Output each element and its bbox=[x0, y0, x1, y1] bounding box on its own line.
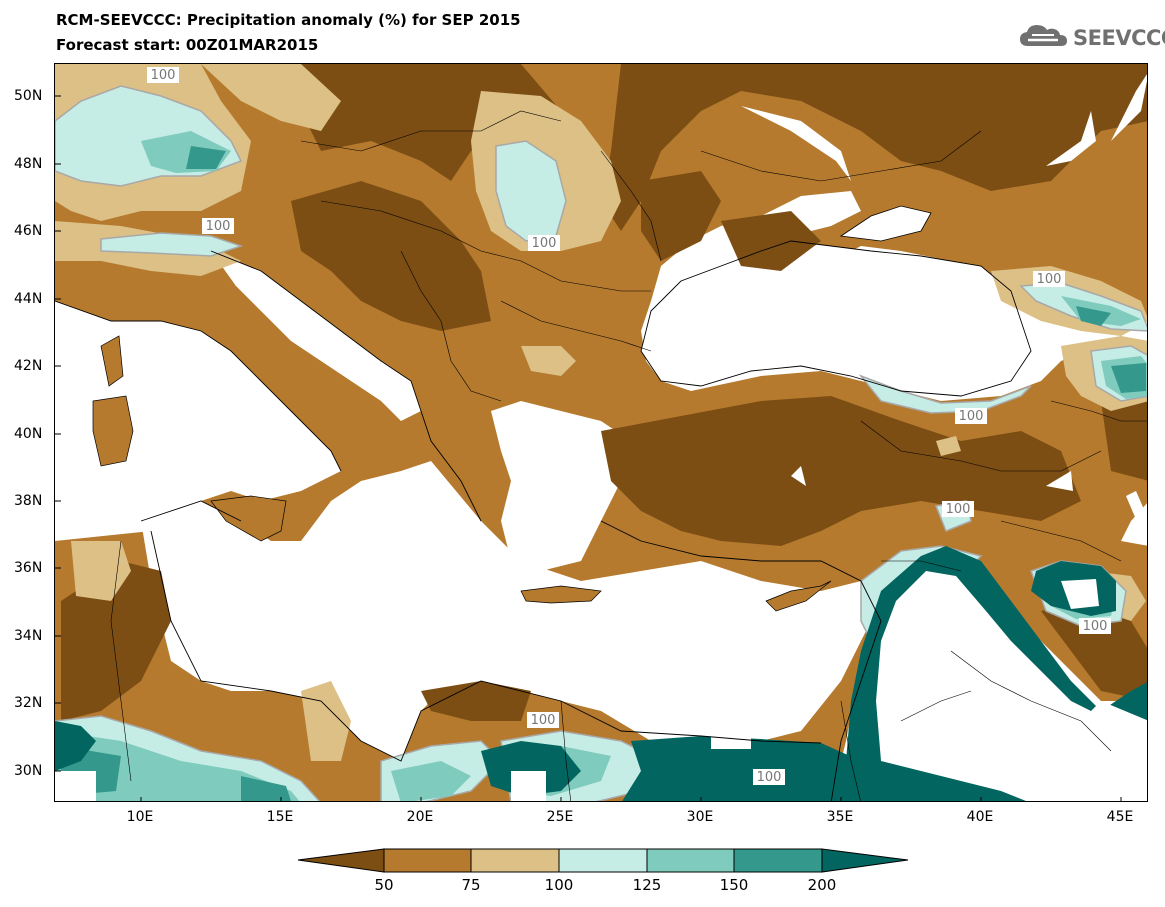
forecast-subtitle: Forecast start: 00Z01MAR2015 bbox=[56, 36, 319, 54]
colorbar-label-100: 100 bbox=[544, 876, 574, 894]
lat-label-32n: 32N bbox=[14, 695, 43, 711]
contour-label-100: 100 bbox=[1083, 619, 1108, 634]
contour-label-100: 100 bbox=[206, 219, 231, 234]
lat-label-50n: 50N bbox=[14, 88, 43, 104]
contour-label-100: 100 bbox=[946, 502, 971, 517]
lat-label-44n: 44N bbox=[14, 291, 43, 307]
coastlines bbox=[55, 240, 1032, 801]
contour-label-100: 100 bbox=[151, 68, 176, 83]
lon-label-30e: 30E bbox=[686, 809, 714, 825]
lat-label-30n: 30N bbox=[14, 763, 43, 779]
lon-label-15e: 15E bbox=[266, 809, 294, 825]
logo-text: SEEVCCC bbox=[1073, 26, 1165, 50]
contour-label-100: 100 bbox=[1037, 272, 1062, 287]
lat-label-46n: 46N bbox=[14, 223, 43, 239]
colorbar bbox=[297, 848, 909, 873]
lat-label-36n: 36N bbox=[14, 560, 43, 576]
borders bbox=[110, 110, 1147, 801]
lat-label-40n: 40N bbox=[14, 426, 43, 442]
colorbar-50-75 bbox=[383, 848, 472, 873]
lon-label-35e: 35E bbox=[826, 809, 854, 825]
map-panel: 100 100 100 100 100 100 100 100 100 bbox=[54, 63, 1148, 802]
missing-data-areas bbox=[55, 74, 1147, 801]
map-title: RCM-SEEVCCC: Precipitation anomaly (%) f… bbox=[56, 11, 521, 29]
below-50-areas bbox=[61, 64, 1147, 721]
lon-label-25e: 25E bbox=[546, 809, 574, 825]
colorbar-above-200 bbox=[821, 848, 909, 873]
contour-label-100: 100 bbox=[531, 713, 556, 728]
anomaly-map: 100 100 100 100 100 100 100 100 100 bbox=[55, 64, 1147, 801]
colorbar-label-50: 50 bbox=[374, 876, 394, 894]
contour-label-100: 100 bbox=[757, 770, 782, 785]
colorbar-75-100 bbox=[470, 848, 560, 873]
colorbar-below-50 bbox=[297, 848, 385, 873]
colorbar-100-125 bbox=[558, 848, 648, 873]
colorbar-150-200 bbox=[733, 848, 823, 873]
contour-label-100: 100 bbox=[959, 409, 984, 424]
colorbar-label-75: 75 bbox=[461, 876, 481, 894]
lat-label-42n: 42N bbox=[14, 358, 43, 374]
lat-label-48n: 48N bbox=[14, 156, 43, 172]
lon-label-20e: 20E bbox=[406, 809, 434, 825]
lat-label-38n: 38N bbox=[14, 493, 43, 509]
axis-ticks bbox=[55, 95, 1122, 801]
colorbar-125-150 bbox=[646, 848, 735, 873]
cloud-icon bbox=[1018, 22, 1070, 54]
colorbar-label-200: 200 bbox=[807, 876, 837, 894]
lon-label-10e: 10E bbox=[126, 809, 154, 825]
contour-label-100: 100 bbox=[532, 236, 557, 251]
lat-label-34n: 34N bbox=[14, 628, 43, 644]
lon-label-45e: 45E bbox=[1106, 809, 1134, 825]
seevccc-logo: SEEVCCC bbox=[1018, 22, 1165, 54]
lon-label-40e: 40E bbox=[966, 809, 994, 825]
colorbar-label-150: 150 bbox=[719, 876, 749, 894]
colorbar-label-125: 125 bbox=[632, 876, 662, 894]
